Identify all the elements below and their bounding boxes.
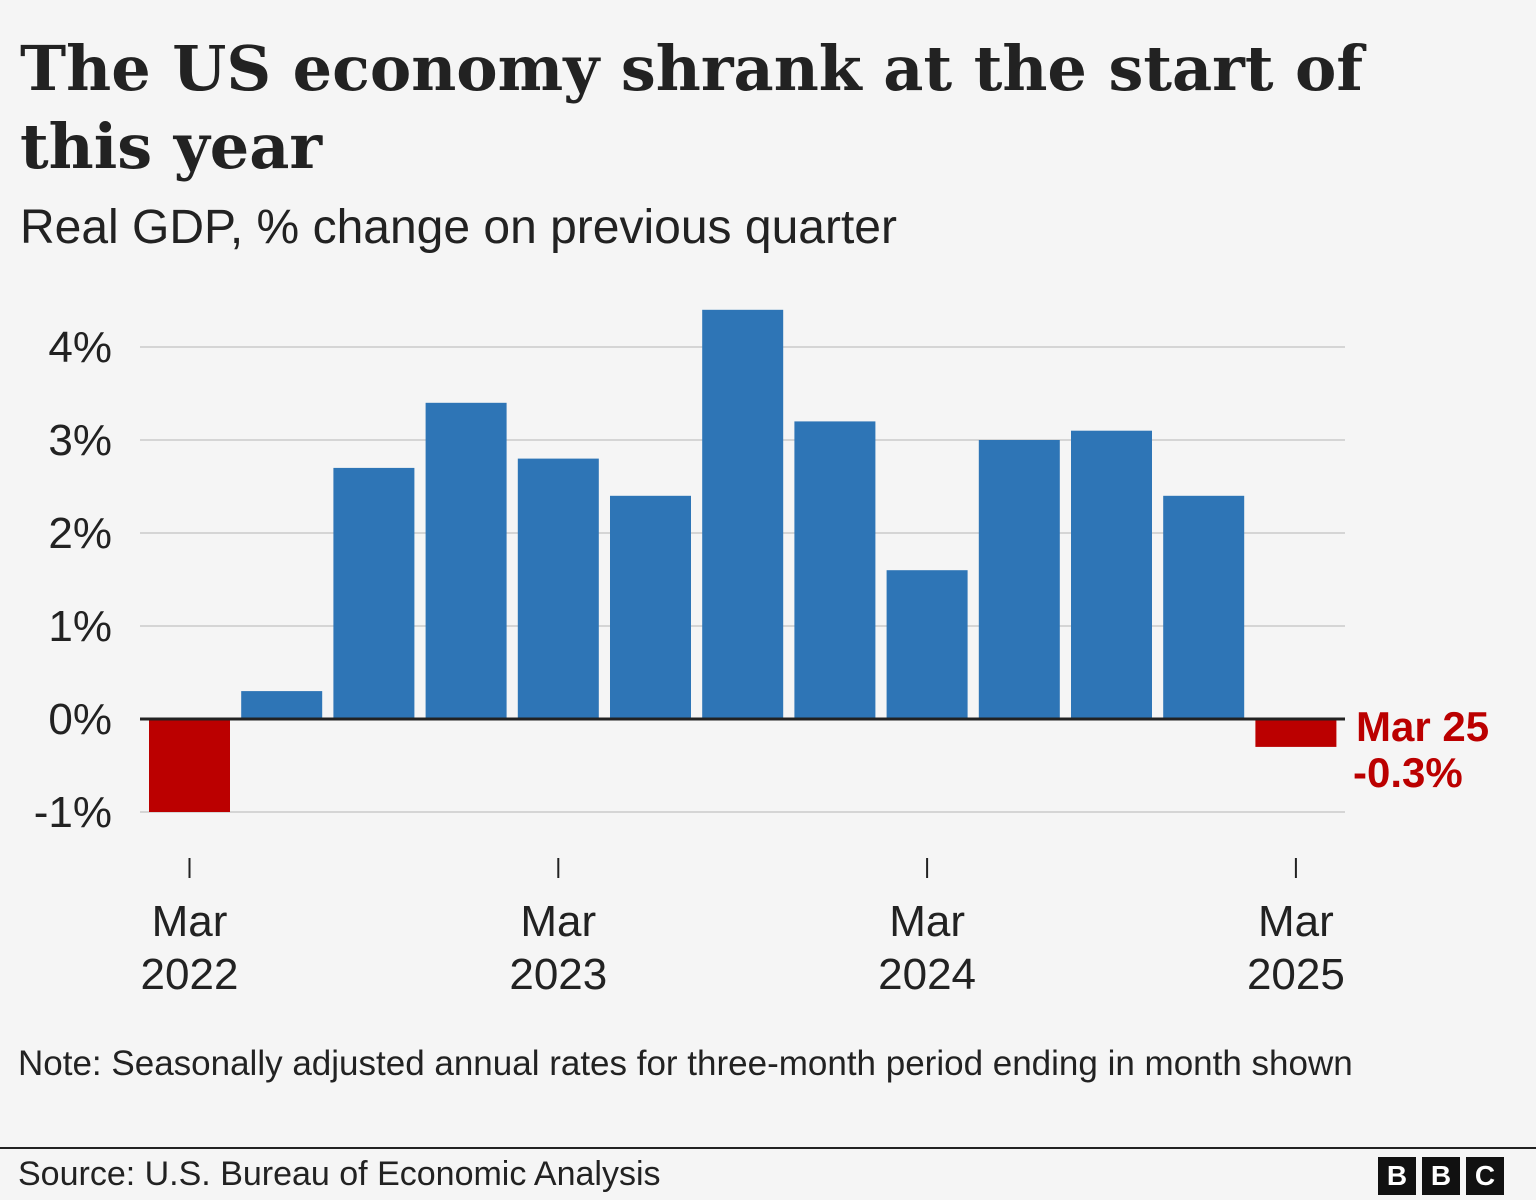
bar (610, 495, 691, 719)
bbc-logo: B B C (1378, 1157, 1504, 1195)
annotation-value: -0.3% (1353, 749, 1463, 796)
x-tick-label-month: Mar (520, 897, 596, 946)
x-tick-label-year: 2023 (509, 950, 607, 999)
bar (1163, 495, 1245, 719)
bar (794, 421, 876, 719)
chart-subtitle: Real GDP, % change on previous quarter (20, 201, 897, 254)
bar (149, 719, 230, 812)
x-tick-label-month: Mar (889, 897, 965, 946)
y-tick-label: 3% (48, 416, 112, 465)
bbc-logo-letter-1: B (1378, 1157, 1416, 1195)
bar (702, 309, 784, 719)
bar (1255, 719, 1337, 747)
y-tick-label: 4% (48, 323, 112, 372)
bar (333, 467, 415, 719)
y-tick-label: 0% (48, 695, 112, 744)
y-tick-label: -1% (34, 788, 112, 837)
bar (886, 570, 968, 719)
chart-note: Note: Seasonally adjusted annual rates f… (18, 1044, 1353, 1083)
x-tick-label-month: Mar (152, 897, 228, 946)
chart-source: Source: U.S. Bureau of Economic Analysis (18, 1155, 661, 1193)
annotation-label: Mar 25 (1356, 703, 1489, 750)
bar (425, 402, 507, 719)
x-tick-label-month: Mar (1258, 897, 1334, 946)
chart-title: The US economy shrank at the start of th… (20, 32, 1364, 183)
bar (517, 458, 599, 719)
footer-divider (0, 1147, 1536, 1149)
bbc-logo-letter-3: C (1466, 1157, 1504, 1195)
bar (1071, 430, 1152, 719)
bar (241, 691, 323, 719)
y-tick-label: 2% (48, 509, 112, 558)
bbc-logo-letter-2: B (1422, 1157, 1460, 1195)
y-tick-label: 1% (48, 602, 112, 651)
x-tick-label-year: 2022 (141, 950, 239, 999)
x-tick-label-year: 2025 (1247, 950, 1345, 999)
bar (978, 440, 1060, 719)
gdp-bar-chart: 4%3%2%1%0%-1%Mar2022Mar2023Mar2024Mar202… (34, 309, 1489, 999)
x-tick-label-year: 2024 (878, 950, 976, 999)
